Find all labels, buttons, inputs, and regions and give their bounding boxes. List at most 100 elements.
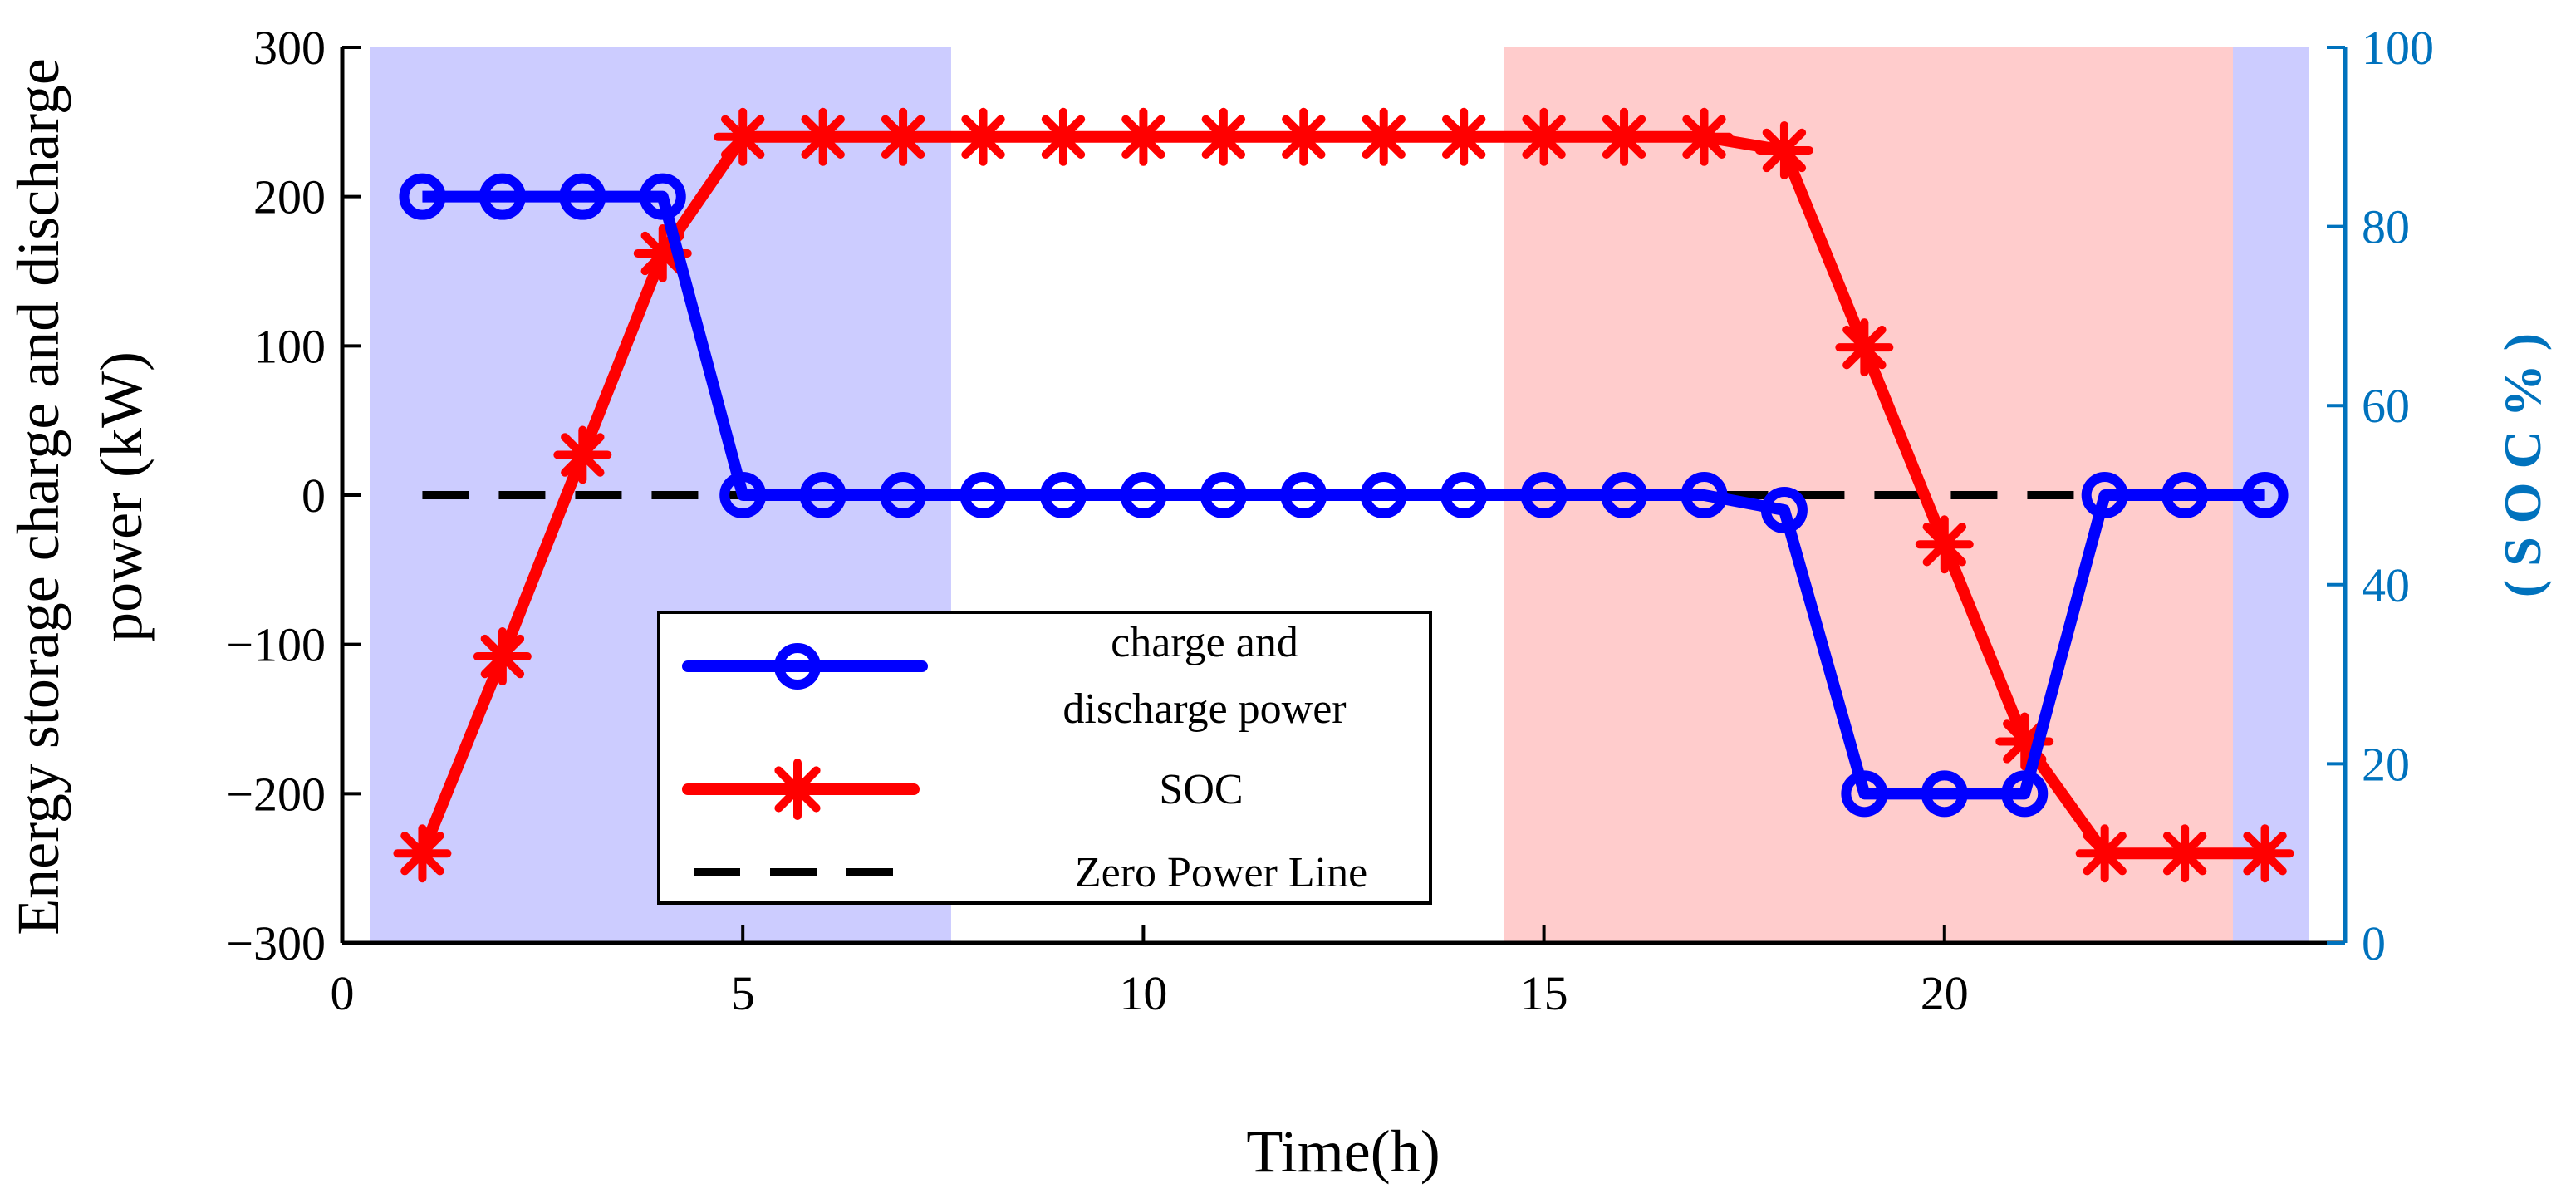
legend-power-label-line-1: charge and	[1111, 619, 1298, 666]
soc-point	[1754, 120, 1813, 179]
soc-point	[1354, 107, 1413, 166]
soc-point	[793, 107, 852, 166]
x-tick-label: 15	[1520, 966, 1568, 1020]
y-axis-label-line-2: power (kW)	[88, 351, 155, 642]
power-point	[1039, 472, 1087, 518]
power-point	[1520, 472, 1568, 518]
soc-point-center	[1052, 126, 1073, 147]
y-tick-label: −300	[226, 916, 326, 970]
power-point	[1200, 472, 1247, 518]
power-point	[719, 472, 767, 518]
soc-point-center	[412, 843, 433, 864]
y-tick-label: 0	[302, 469, 326, 523]
y2-tick-label: 20	[2362, 737, 2410, 791]
power-point	[1841, 770, 1888, 818]
power-point	[1280, 472, 1327, 518]
soc-point-center	[572, 444, 593, 465]
legend-soc-marker	[767, 759, 828, 820]
soc-point-center	[893, 126, 914, 147]
y-tick-label: −200	[226, 767, 326, 821]
y-tick-label: 200	[253, 170, 326, 224]
legend: charge and discharge power SOC Zero Powe…	[657, 611, 1432, 905]
legend-soc-asterisk-center	[788, 779, 807, 799]
soc-point	[473, 627, 532, 686]
x-tick-label: 5	[731, 966, 755, 1020]
soc-point-center	[1934, 534, 1955, 555]
soc-point	[1514, 107, 1573, 166]
legend-zero-label: Zero Power Line	[1075, 849, 1367, 896]
soc-point	[1595, 107, 1654, 166]
soc-point-center	[1293, 126, 1314, 147]
power-point	[1601, 472, 1648, 518]
soc-point-center	[492, 646, 513, 667]
soc-point-center	[2255, 843, 2275, 864]
soc-point	[2156, 824, 2215, 883]
power-point	[959, 472, 1007, 518]
soc-point-center	[812, 126, 833, 147]
y2-axis-label: ( S O C % )	[2493, 333, 2552, 597]
soc-point	[1033, 107, 1092, 166]
soc-point-center	[1854, 337, 1875, 358]
power-point	[1681, 472, 1728, 518]
soc-point	[553, 425, 612, 484]
soc-point-center	[1133, 126, 1154, 147]
soc-point-center	[973, 126, 994, 147]
power-point	[1440, 472, 1488, 518]
soc-point	[1915, 515, 1974, 574]
soc-point	[714, 107, 773, 166]
soc-point-center	[1533, 126, 1554, 147]
power-point	[399, 173, 446, 220]
soc-point-center	[652, 243, 673, 263]
labels-layer: Time(h) Energy storage charge and discha…	[5, 58, 2552, 1185]
power-point	[1760, 486, 1808, 533]
soc-point-center	[1774, 140, 1794, 160]
soc-point	[1194, 107, 1253, 166]
y-tick-label: 100	[253, 319, 326, 373]
legend-soc-asterisk	[767, 759, 828, 820]
y-axis-label-line-1: Energy storage charge and discharge	[5, 58, 71, 935]
soc-point	[1435, 107, 1494, 166]
y2-tick-label: 40	[2362, 558, 2410, 612]
power-point	[1921, 770, 1968, 818]
soc-point-center	[2014, 731, 2035, 752]
soc-point-center	[1614, 126, 1635, 147]
legend-power-label-line-2: discharge power	[1062, 685, 1346, 733]
y2-tick-label: 60	[2362, 379, 2410, 433]
soc-point-center	[2094, 843, 2115, 864]
soc-point	[1835, 318, 1894, 377]
power-point	[2001, 770, 2049, 818]
soc-point-center	[1213, 126, 1234, 147]
soc-point	[1114, 107, 1173, 166]
series-layer	[393, 107, 2294, 883]
power-point	[2161, 472, 2209, 518]
power-point	[478, 173, 526, 220]
soc-point	[1675, 107, 1734, 166]
y-tick-label: 300	[253, 21, 326, 75]
soc-point	[954, 107, 1013, 166]
soc-point	[1274, 107, 1333, 166]
power-point	[880, 472, 927, 518]
soc-line	[416, 130, 2265, 860]
soc-point-center	[1454, 126, 1474, 147]
power-point	[2241, 472, 2289, 518]
soc-point	[2235, 824, 2294, 883]
soc-point	[2075, 824, 2134, 883]
legend-soc-label: SOC	[1159, 766, 1243, 813]
y-tick-label: −100	[226, 618, 326, 672]
soc-point-center	[1373, 126, 1394, 147]
x-tick-label: 0	[331, 966, 355, 1020]
soc-point-center	[2175, 843, 2196, 864]
soc-point-center	[733, 126, 753, 147]
power-point	[2081, 472, 2128, 518]
power-point	[1120, 472, 1167, 518]
power-point	[639, 173, 686, 220]
legend-power-marker	[774, 643, 821, 690]
power-point	[1360, 472, 1407, 518]
x-tick-label: 10	[1119, 966, 1167, 1020]
x-tick-label: 20	[1921, 966, 1969, 1020]
power-point	[799, 472, 846, 518]
y2-tick-label: 0	[2362, 916, 2386, 970]
